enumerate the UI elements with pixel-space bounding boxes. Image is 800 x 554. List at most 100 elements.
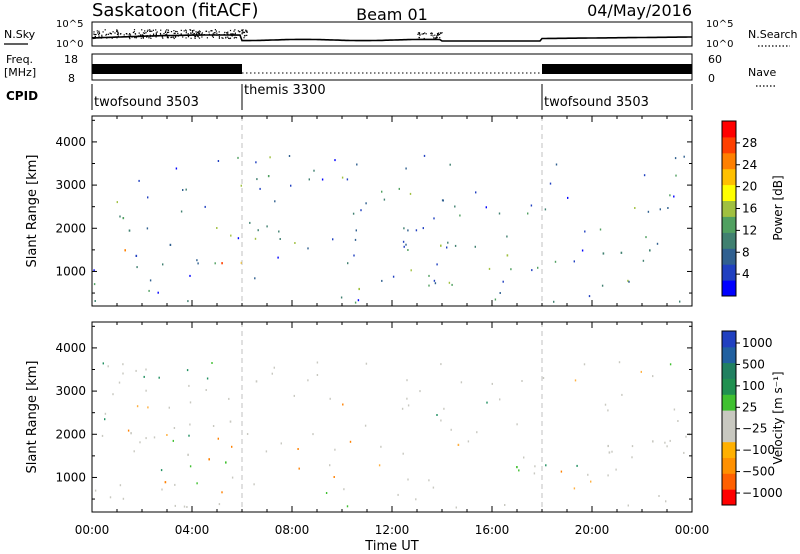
- noise-search-dot: [173, 36, 175, 38]
- noise-search-dot: [216, 32, 218, 34]
- data-cell: [602, 252, 605, 255]
- data-speck: [112, 393, 114, 396]
- noise-search-dot: [234, 32, 236, 34]
- data-speck: [553, 300, 555, 303]
- data-speck: [428, 274, 430, 277]
- noise-search-dot: [424, 32, 426, 34]
- noise-search-dot: [153, 33, 155, 35]
- velocity-colorbar-swatch: [722, 489, 736, 506]
- data-speck: [334, 448, 336, 451]
- data-speck: [588, 295, 591, 298]
- power-colorbar-tick-label: 20: [742, 180, 757, 194]
- data-speck: [145, 368, 147, 371]
- data-speck: [607, 474, 609, 477]
- velocity-colorbar-swatch: [722, 473, 736, 490]
- data-speck: [494, 298, 497, 301]
- data-speck: [109, 496, 112, 499]
- data-speck: [240, 184, 242, 187]
- noise-search-dot: [199, 31, 201, 33]
- noise-search-dot: [205, 30, 207, 32]
- cpid-panel: CPID twofsound 3503 themis 3300 twofsoun…: [6, 83, 693, 110]
- noise-search-dot: [177, 35, 179, 37]
- data-speck: [499, 398, 501, 401]
- data-speck: [145, 437, 147, 440]
- data-speck: [433, 279, 436, 282]
- noise-search-dot: [435, 37, 437, 39]
- data-speck: [402, 452, 404, 455]
- noise-search-dot: [227, 36, 229, 38]
- data-speck: [428, 479, 430, 482]
- noise-search-dot: [173, 37, 175, 40]
- noise-search-dot: [437, 34, 439, 36]
- noise-search-dot: [155, 29, 157, 31]
- data-speck: [172, 439, 174, 442]
- noise-search-dot: [193, 33, 195, 35]
- noise-search-dot: [116, 33, 119, 35]
- data-speck: [677, 420, 679, 422]
- noise-search-dot: [117, 33, 119, 35]
- noise-search-dot: [439, 32, 441, 34]
- cpid-segment-1: twofsound 3503: [94, 95, 199, 110]
- velocity-colorbar-tick-label: −1000: [742, 486, 783, 500]
- data-speck: [196, 259, 198, 262]
- data-speck: [102, 362, 104, 365]
- data-speck: [218, 503, 221, 506]
- data-speck: [298, 467, 300, 470]
- freq-label-1: Freq.: [6, 53, 33, 66]
- data-cell: [652, 440, 654, 443]
- data-speck: [665, 500, 667, 503]
- data-speck: [230, 234, 232, 237]
- data-speck: [104, 412, 107, 415]
- noise-search-dot: [235, 37, 238, 39]
- data-speck: [584, 230, 586, 233]
- data-speck: [174, 483, 176, 486]
- data-speck: [398, 187, 400, 190]
- noise-search-dot: [98, 32, 101, 34]
- noise-search-dot: [190, 37, 192, 39]
- power-colorbar-tick-label: 4: [742, 267, 750, 281]
- noise-search-dot: [142, 35, 144, 37]
- data-speck: [93, 269, 95, 272]
- data-speck: [659, 208, 661, 211]
- noise-search-dot: [175, 35, 177, 37]
- data-speck: [290, 184, 292, 187]
- data-speck: [642, 259, 645, 262]
- data-speck: [188, 434, 190, 437]
- data-speck: [254, 237, 257, 240]
- nave-label: Nave: [748, 66, 776, 79]
- data-speck: [316, 374, 319, 376]
- noise-search-dot: [166, 33, 168, 35]
- data-speck: [533, 472, 536, 475]
- data-speck: [175, 167, 178, 170]
- velocity-colorbar-ticks: 1000 500 100 25 −25 −100 −500 −1000: [736, 336, 783, 500]
- noise-search-dot: [156, 31, 158, 33]
- time-tick-label: 00:00: [75, 523, 110, 537]
- data-speck: [288, 155, 291, 157]
- data-speck: [423, 154, 426, 157]
- data-speck: [428, 284, 430, 287]
- data-speck: [544, 208, 547, 211]
- data-cell: [128, 229, 131, 232]
- noise-search-dot: [211, 30, 213, 32]
- noise-search-dot: [111, 37, 113, 39]
- data-speck: [206, 377, 209, 380]
- data-speck: [581, 249, 584, 252]
- noise-search-dot: [422, 33, 424, 35]
- data-speck: [627, 279, 629, 282]
- data-speck: [147, 406, 149, 409]
- power-colorbar-tick-label: 24: [742, 158, 757, 172]
- velocity-colorbar-swatch: [722, 441, 736, 458]
- noise-search-dot: [417, 33, 419, 35]
- data-speck: [383, 198, 386, 201]
- data-speck: [628, 280, 630, 283]
- noise-search-dot: [194, 36, 196, 38]
- data-cell: [358, 287, 360, 291]
- data-speck: [189, 401, 192, 404]
- data-cell: [608, 451, 611, 454]
- noise-search-dot: [159, 32, 162, 35]
- noise-search-dot: [105, 34, 107, 36]
- noise-search-dot: [230, 34, 232, 36]
- noise-search-dot: [198, 32, 201, 34]
- data-speck: [402, 240, 405, 243]
